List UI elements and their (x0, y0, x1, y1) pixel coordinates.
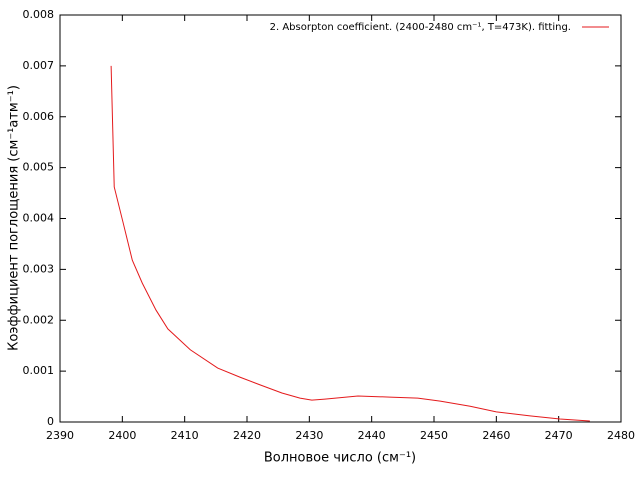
x-tick-label: 2430 (295, 429, 323, 442)
x-tick-label: 2450 (420, 429, 448, 442)
plot-border (59, 14, 622, 423)
x-tick-label: 2410 (171, 429, 199, 442)
y-tick-label: 0.008 (23, 8, 55, 21)
y-tick-label: 0.002 (23, 313, 55, 326)
y-tick-label: 0 (47, 415, 54, 428)
x-tick-label: 2480 (607, 429, 635, 442)
x-tick-label: 2400 (108, 429, 136, 442)
x-axis-label: Волновое число (см⁻¹) (264, 451, 416, 466)
x-tick-label: 2420 (233, 429, 261, 442)
x-tick-label: 2440 (358, 429, 386, 442)
data-line (110, 65, 590, 422)
y-tick-label: 0.005 (23, 161, 55, 174)
x-tick-label: 2470 (545, 429, 573, 442)
x-tick-label: 2460 (482, 429, 510, 442)
y-tick-label: 0.007 (23, 59, 55, 72)
legend-label: 2. Absorpton coefficient. (2400-2480 cm⁻… (270, 22, 571, 33)
y-tick-label: 0.006 (23, 110, 55, 123)
y-axis-label: Коэффициент поглощения (см⁻¹атм⁻¹) (7, 85, 22, 351)
x-tick-label: 2390 (46, 429, 74, 442)
y-tick-label: 0.004 (23, 212, 55, 225)
y-tick-label: 0.003 (23, 262, 55, 275)
y-tick-label: 0.001 (23, 364, 55, 377)
